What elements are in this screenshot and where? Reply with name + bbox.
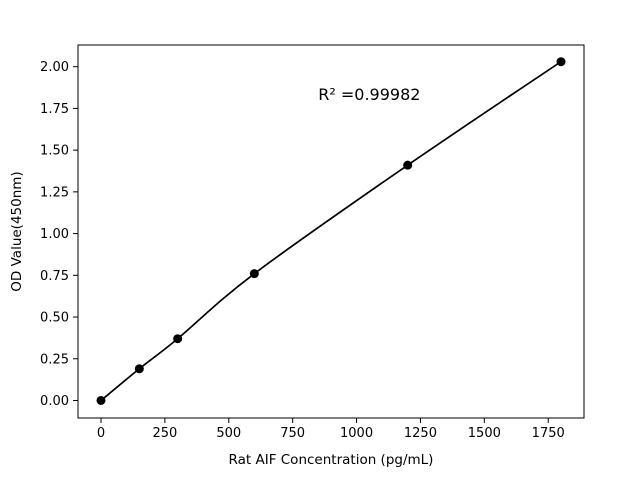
x-tick-label: 250: [152, 426, 177, 441]
y-tick-label: 0.00: [40, 394, 69, 409]
y-tick-label: 0.75: [40, 269, 69, 284]
y-tick-label: 2.00: [40, 60, 69, 75]
curve-line: [100, 60, 562, 402]
y-tick-label: 1.25: [40, 185, 69, 200]
y-tick-label: 1.75: [40, 102, 69, 117]
y-tick-label: 0.50: [40, 311, 69, 326]
data-point-marker: [249, 269, 259, 279]
data-point-marker: [134, 364, 144, 374]
y-tick-label: 1.50: [40, 144, 69, 159]
x-tick-label: 0: [97, 426, 105, 441]
x-tick-label: 1250: [404, 426, 437, 441]
data-point-marker: [96, 395, 106, 405]
r-squared-annotation: R² =0.99982: [318, 85, 420, 104]
x-tick-label: 1750: [532, 426, 565, 441]
data-point-marker: [403, 160, 413, 170]
data-point-marker: [556, 57, 566, 67]
plot-area: 0 250 500 750 1000 1250 1500 1750 0.00 0.25 0.50 0.…: [40, 44, 585, 441]
data-point-marker: [173, 334, 183, 344]
y-tick-label: 1.00: [40, 227, 69, 242]
x-tick-label: 500: [216, 426, 241, 441]
plot-frame: [77, 44, 585, 419]
y-axis-label: OD Value(450nm): [9, 171, 25, 291]
x-axis-label: Rat AIF Concentration (pg/mL): [229, 452, 434, 468]
x-tick-label: 1500: [468, 426, 501, 441]
x-tick-label: 1000: [340, 426, 373, 441]
x-tick-label: 750: [280, 426, 305, 441]
y-tick-label: 0.25: [40, 352, 69, 367]
